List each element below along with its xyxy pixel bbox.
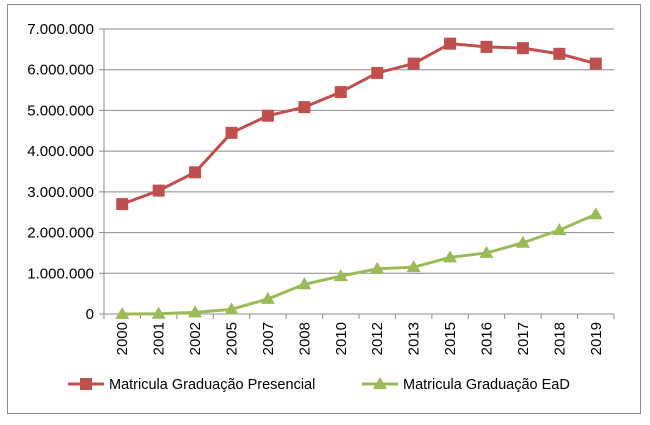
data-point [370,261,385,274]
x-axis: 2000 2001 2002 2005 2007 2008 2010 2012 2013 2015… [103,314,615,355]
data-point [407,57,420,70]
chart-frame [7,4,641,414]
data-point [151,306,166,319]
data-point [334,86,347,99]
data-point [115,307,130,319]
data-point [333,269,348,282]
series-ead [115,207,603,319]
legend: Matricula Graduação Presencial Matricula … [68,377,570,393]
y-tick-label: 1.000.000 [27,265,94,282]
y-tick-label: 5.000.000 [27,102,94,119]
data-point [224,302,239,315]
data-point [553,47,566,60]
data-point [444,37,457,50]
data-point [225,126,238,139]
y-tick-label: 4.000.000 [27,143,94,160]
x-tick-label: 2013 [406,322,423,355]
x-tick-label: 2015 [442,322,459,355]
series-line [122,212,597,316]
data-point [152,184,165,197]
data-point [480,40,493,53]
y-tick-label: 6.000.000 [27,62,94,79]
data-point [116,198,129,211]
x-tick-label: 2016 [479,322,496,355]
series-line [121,42,597,206]
y-tick-label: 0 [86,306,94,323]
legend-label: Matricula Graduação Presencial [109,377,315,393]
data-point [406,260,421,273]
x-tick-label: 2012 [369,322,386,355]
data-point [552,223,567,236]
y-axis: 0 1.000.000 2.000.000 3.000.000 4.000.000 5.0… [27,21,105,323]
x-tick-label: 2007 [260,322,277,355]
data-point [189,166,202,179]
x-tick-label: 2001 [151,322,168,355]
legend-item: Matricula Graduação Presencial [68,377,315,393]
x-tick-label: 2005 [224,322,241,355]
x-tick-label: 2002 [187,322,204,355]
data-point [261,109,274,122]
legend-label: Matricula Graduação EaD [403,377,570,393]
data-point [298,101,311,114]
data-point [588,207,603,220]
legend-marker [80,378,92,390]
data-point [443,250,458,263]
data-point [515,235,530,248]
y-tick-label: 2.000.000 [27,225,94,242]
x-tick-label: 2017 [515,322,532,355]
x-tick-label: 2000 [114,322,131,355]
legend-marker [373,377,387,389]
x-tick-label: 2010 [333,322,350,355]
series-presencial [116,37,602,211]
y-tick-label: 3.000.000 [27,184,94,201]
data-point [479,245,494,258]
y-tick-label: 7.000.000 [27,21,94,38]
data-point [297,277,312,290]
data-point [371,66,384,79]
data-point [188,305,203,318]
x-tick-label: 2008 [296,322,313,355]
legend-item: Matricula Graduação EaD [362,377,570,393]
data-point [589,57,602,70]
data-point [260,291,275,304]
data-point [516,42,529,55]
x-tick-label: 2018 [551,322,568,355]
x-tick-label: 2019 [588,322,605,355]
series-group [115,37,603,319]
